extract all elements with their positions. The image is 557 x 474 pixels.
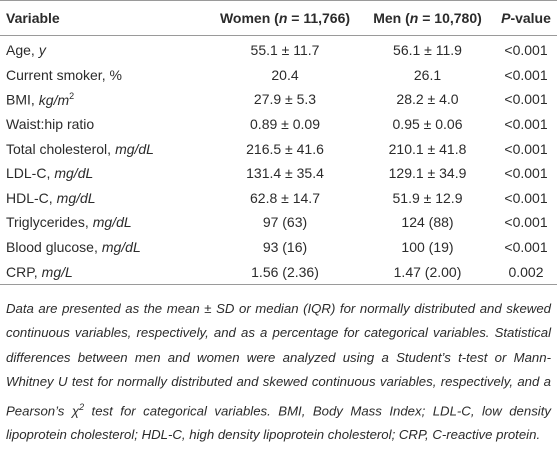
variable-label: CRP, [6, 263, 38, 280]
p-value-cell: <0.001 [504, 165, 548, 182]
variable-unit: mg/dL [54, 165, 94, 182]
table-row: HDL-C, mg/dL 62.8 ± 14.7 51.9 ± 12.9 <0.001 [0, 186, 557, 211]
women-cell: 216.5 ± 41.6 [246, 140, 324, 157]
p-value-cell: <0.001 [504, 140, 548, 157]
variable-label: BMI, [6, 91, 35, 108]
p-value-cell: <0.001 [504, 91, 548, 108]
variable-unit: mg/dL [56, 189, 96, 206]
variable-cell: Age, y [0, 36, 210, 63]
variable-unit: mg/dL [92, 214, 132, 231]
header-text: Men ( [373, 10, 410, 26]
table-row: Waist:hip ratio 0.89 ± 0.09 0.95 ± 0.06 <0.… [0, 112, 557, 137]
header-text: n [409, 10, 419, 26]
women-cell: 27.9 ± 5.3 [253, 91, 317, 108]
men-cell: 124 (88) [401, 214, 454, 231]
variable-cell: CRP, mg/L [0, 259, 210, 284]
header-cell: P-value [495, 1, 557, 36]
women-cell: 55.1 ± 11.7 [250, 42, 320, 59]
table-row: Total cholesterol, mg/dL 216.5 ± 41.6 210.1… [0, 136, 557, 161]
header-row: Variable Women (n = 11,766) Men (n = 10,… [0, 0, 557, 36]
footnote-text: test for categorical variables. BMI, Bod… [6, 402, 551, 443]
variable-cell: Current smoker, % [0, 63, 210, 88]
variable-unit: mg/L [41, 263, 73, 280]
p-value-cell: <0.001 [504, 239, 548, 256]
variable-label: Waist:hip ratio [6, 116, 95, 133]
men-cell: 1.47 (2.00) [393, 263, 462, 280]
p-value-cell: <0.001 [504, 189, 548, 206]
footnote-sup: 2 [79, 401, 85, 412]
women-cell: 93 (16) [262, 239, 308, 256]
p-value-cell: <0.001 [504, 66, 548, 83]
data-table: Variable Women (n = 11,766) Men (n = 10,… [0, 0, 557, 285]
table-row: LDL-C, mg/dL 131.4 ± 35.4 129.1 ± 34.9 <0.00… [0, 161, 557, 186]
variable-label: Total cholesterol, [6, 140, 112, 157]
table-row: BMI, kg/m2 27.9 ± 5.3 28.2 ± 4.0 <0.001 [0, 87, 557, 112]
table-row: Current smoker, % 20.4 26.1 <0.001 [0, 63, 557, 88]
variable-label: Blood glucose, [6, 239, 98, 256]
p-value-cell: <0.001 [504, 214, 548, 231]
table-body: Age, y 55.1 ± 11.7 56.1 ± 11.9 <0.001 Current… [0, 36, 557, 285]
p-value-cell: <0.001 [504, 116, 548, 133]
men-cell: 210.1 ± 41.8 [388, 140, 467, 157]
women-cell: 20.4 [271, 66, 299, 83]
table-row: Blood glucose, mg/dL 93 (16) 100 (19) <0.001 [0, 235, 557, 260]
table-row: Age, y 55.1 ± 11.7 56.1 ± 11.9 <0.001 [0, 36, 557, 63]
header-text: = 11,766) [287, 10, 351, 26]
variable-label: Age, [6, 42, 35, 59]
variable-unit: mg/dL [115, 140, 154, 157]
men-cell: 51.9 ± 12.9 [392, 189, 463, 206]
variable-cell: Waist:hip ratio [0, 112, 210, 137]
header-cell: Men (n = 10,780) [360, 1, 495, 36]
footnote-text: Data are presented as the mean ± SD or m… [6, 300, 551, 418]
header-text: = 10,780) [418, 10, 482, 26]
variable-unit: y [38, 42, 46, 59]
header-text: Women ( [219, 10, 279, 26]
variable-unit-sup: 2 [69, 91, 75, 102]
variable-cell: BMI, kg/m2 [0, 87, 210, 112]
p-value-cell: 0.002 [508, 263, 544, 280]
header-cell: Variable [6, 10, 60, 26]
women-cell: 131.4 ± 35.4 [246, 165, 324, 182]
variable-cell: Blood glucose, mg/dL [0, 235, 210, 260]
women-cell: 0.89 ± 0.09 [250, 116, 320, 133]
variable-cell: Triglycerides, mg/dL [0, 210, 210, 235]
variable-label: Triglycerides, [6, 214, 89, 231]
men-cell: 129.1 ± 34.9 [388, 165, 467, 182]
variable-cell: HDL-C, mg/dL [0, 186, 210, 211]
women-cell: 1.56 (2.36) [251, 263, 319, 280]
men-cell: 0.95 ± 0.06 [392, 116, 463, 133]
table-header: Variable Women (n = 11,766) Men (n = 10,… [0, 0, 557, 36]
header-text: -value [510, 10, 551, 26]
variable-label: LDL-C, [6, 165, 51, 182]
men-cell: 26.1 [413, 66, 442, 83]
header-cell: Women (n = 11,766) [210, 1, 360, 36]
footnote: Data are presented as the mean ± SD or m… [0, 285, 557, 448]
variable-unit: mg/dL [101, 239, 141, 256]
table-row: CRP, mg/L 1.56 (2.36) 1.47 (2.00) 0.002 [0, 259, 557, 285]
women-cell: 62.8 ± 14.7 [250, 189, 320, 206]
variable-cell: LDL-C, mg/dL [0, 161, 210, 186]
variable-unit: kg/m [38, 91, 70, 108]
variable-cell: Total cholesterol, mg/dL [0, 136, 210, 161]
variable-label: HDL-C, [6, 189, 53, 206]
men-cell: 28.2 ± 4.0 [396, 91, 459, 108]
table-row: Triglycerides, mg/dL 97 (63) 124 (88) <0.001 [0, 210, 557, 235]
variable-label: Current smoker, % [6, 66, 122, 83]
men-cell: 56.1 ± 11.9 [393, 42, 462, 59]
p-value-cell: <0.001 [504, 42, 548, 59]
women-cell: 97 (63) [262, 214, 308, 231]
men-cell: 100 (19) [401, 239, 454, 256]
header-text: n [278, 10, 288, 26]
header-text: P [501, 10, 511, 26]
